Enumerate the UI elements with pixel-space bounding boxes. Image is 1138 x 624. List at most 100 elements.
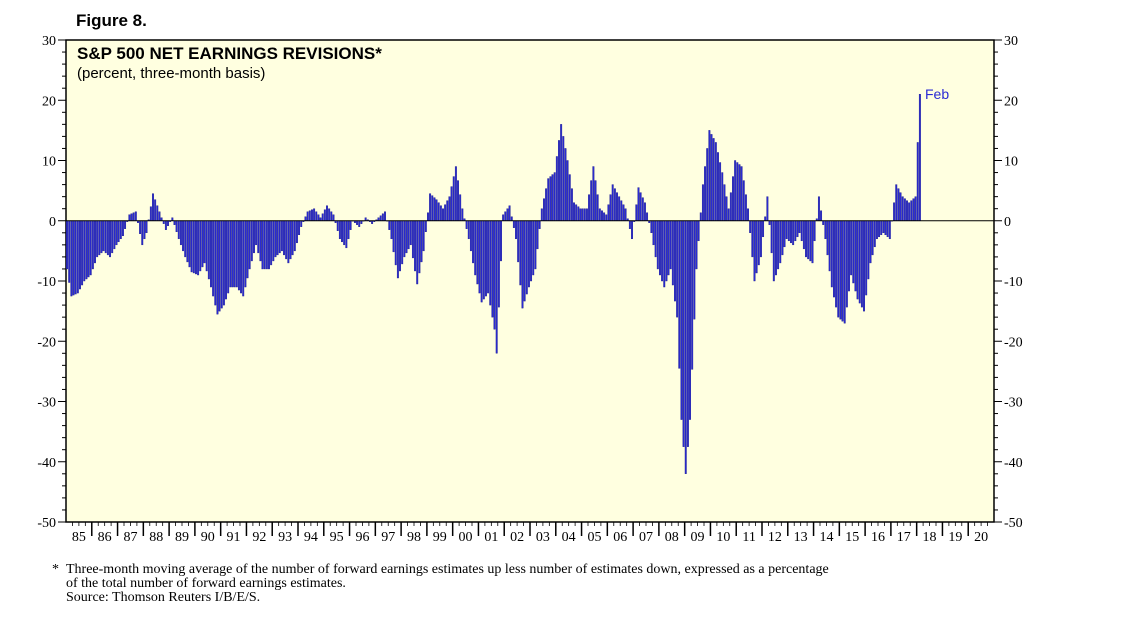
bar <box>472 220 475 264</box>
bar <box>450 186 453 221</box>
bar <box>736 162 739 221</box>
bar <box>530 220 533 282</box>
bar <box>240 220 243 294</box>
bar <box>231 220 234 288</box>
bar <box>474 220 477 276</box>
bar <box>564 148 567 221</box>
bar <box>253 220 255 254</box>
bar <box>577 206 580 221</box>
bar <box>506 208 509 221</box>
bar <box>540 208 543 221</box>
bar <box>618 196 621 221</box>
bar <box>826 220 829 256</box>
bar <box>665 220 668 282</box>
bar <box>109 220 111 258</box>
bar <box>179 220 182 246</box>
bar <box>545 188 548 221</box>
bar <box>270 220 273 266</box>
bar <box>772 220 775 282</box>
bar <box>719 162 722 221</box>
bar <box>102 220 105 252</box>
bar <box>452 176 455 221</box>
x-tick-label: 95 <box>330 530 344 545</box>
bar <box>341 220 343 243</box>
bar <box>594 180 597 221</box>
bar <box>560 124 563 221</box>
x-tick-label: 92 <box>252 530 266 545</box>
bar <box>345 220 348 249</box>
bar <box>714 142 717 221</box>
bar <box>141 220 144 246</box>
y-tick-label: -10 <box>37 275 56 290</box>
bar <box>429 193 432 221</box>
bar <box>684 220 687 475</box>
bar <box>701 184 704 221</box>
x-tick-label: 11 <box>742 530 755 545</box>
bar <box>411 220 414 259</box>
bar <box>336 220 339 231</box>
bar <box>186 220 189 263</box>
bar <box>233 220 236 288</box>
bar <box>242 220 245 297</box>
bar <box>222 220 225 306</box>
bar <box>500 220 502 262</box>
bar <box>347 220 350 240</box>
bar <box>860 220 863 308</box>
bar <box>674 220 676 302</box>
bar <box>854 220 857 292</box>
bar <box>742 180 745 221</box>
bar <box>809 220 812 262</box>
bar <box>76 220 79 294</box>
bar <box>837 220 840 318</box>
bar <box>508 205 511 221</box>
bar <box>659 220 661 276</box>
bar <box>611 184 614 221</box>
bar <box>502 214 505 221</box>
chart-subtitle: (percent, three-month basis) <box>77 65 266 82</box>
y-axis-left: 30 20 10 0 -10 -20 -30 -40 -50 <box>37 34 66 531</box>
bar <box>755 220 758 274</box>
bar <box>227 220 230 294</box>
bar <box>437 202 440 221</box>
bar <box>601 210 603 221</box>
bar <box>298 220 301 236</box>
bar <box>695 220 698 270</box>
bar <box>257 220 260 254</box>
bar <box>824 220 827 240</box>
bar <box>605 214 608 221</box>
bar <box>787 220 790 242</box>
bar <box>446 200 449 221</box>
bar <box>878 220 881 238</box>
bar <box>590 180 593 221</box>
bar <box>416 220 419 285</box>
bar <box>87 220 90 278</box>
bar <box>485 220 487 297</box>
bar <box>790 220 792 244</box>
bar <box>732 176 734 221</box>
bar <box>527 220 530 288</box>
bar <box>235 220 238 288</box>
bar <box>901 196 904 221</box>
bar <box>525 220 528 295</box>
y-tick-label: -10 <box>1004 275 1023 290</box>
bar <box>444 204 447 221</box>
bar <box>300 220 303 227</box>
bar <box>536 220 539 250</box>
bar <box>639 192 642 221</box>
bar <box>622 204 625 221</box>
bar <box>770 220 773 254</box>
bar <box>762 220 765 238</box>
bar <box>192 220 195 274</box>
bar <box>747 208 749 221</box>
bar <box>884 220 887 236</box>
x-tick-label: 97 <box>381 530 395 545</box>
bar <box>276 220 279 256</box>
bar <box>124 220 127 229</box>
bar <box>306 211 309 221</box>
bar <box>682 220 685 447</box>
bar <box>278 220 281 254</box>
bar <box>283 220 285 256</box>
bar <box>691 220 694 370</box>
bar <box>667 220 670 276</box>
bar <box>843 220 846 324</box>
